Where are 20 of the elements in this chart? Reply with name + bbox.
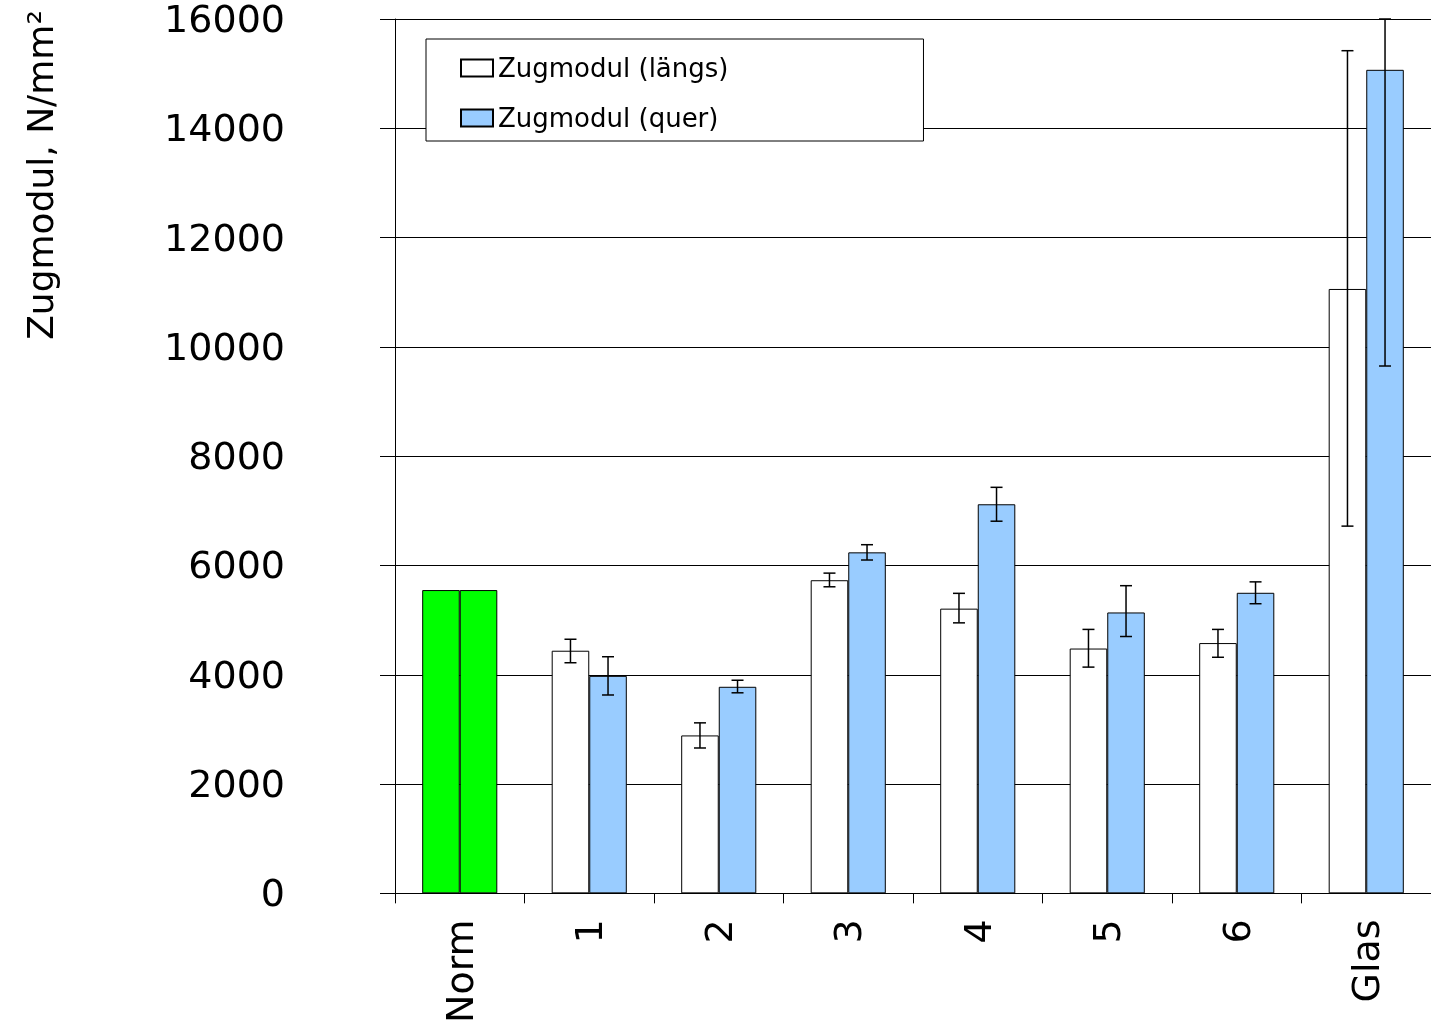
y-axis-title: Zugmodul, N/mm² [19, 10, 61, 340]
y-tick-label: 10000 [164, 324, 285, 369]
x-tick-label: 2 [696, 919, 741, 944]
y-tick-label: 4000 [188, 652, 285, 697]
x-tick-label: 3 [826, 919, 871, 944]
x-tick-label: 4 [955, 919, 1000, 944]
y-tick-label: 16000 [164, 0, 285, 41]
x-tick-label: 6 [1214, 919, 1259, 944]
legend-label: Zugmodul (quer) [498, 103, 719, 133]
y-tick-label: 12000 [164, 215, 285, 260]
y-tick-label: 2000 [188, 762, 285, 807]
y-tick-label: 14000 [164, 106, 285, 151]
y-tick-label: 0 [260, 871, 285, 916]
x-tick-label: 5 [1085, 919, 1130, 944]
x-tick-label: 1 [567, 919, 612, 944]
y-tick-label: 8000 [188, 434, 285, 479]
x-tick-label: Glas [1344, 919, 1389, 1003]
y-tick-label: 6000 [188, 543, 285, 588]
legend-label: Zugmodul (längs) [498, 53, 729, 83]
x-tick-label: Norm [437, 919, 482, 1024]
